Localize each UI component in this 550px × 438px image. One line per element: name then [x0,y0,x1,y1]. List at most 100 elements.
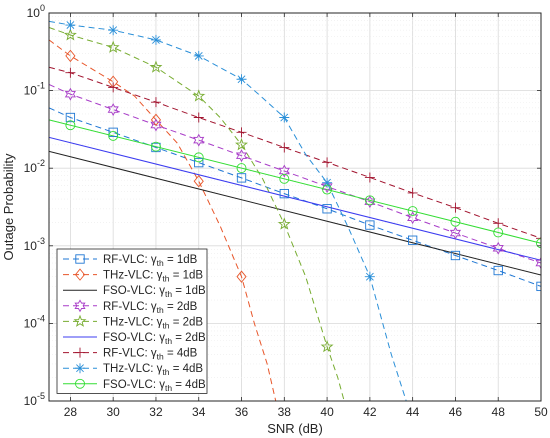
series-line-1 [49,107,541,287]
series-9-marker [493,227,504,238]
y-axis-label: Outage Probability [1,153,16,260]
x-tick-label: 30 [106,405,120,419]
series-7-marker [407,187,418,198]
series-9-marker [108,130,119,141]
legend-label-3: FSO-VLC: γth = 1dB [103,285,206,299]
y-tick-label: 10-5 [24,391,45,408]
series-1-marker [322,204,332,214]
x-tick-label: 50 [534,405,548,419]
legend-label-8: THz-VLC: γth = 4dB [103,363,203,377]
series-2-marker [236,270,247,283]
series-line-3 [49,150,541,276]
legend-marker-4 [74,299,86,313]
series-9-marker [407,206,418,216]
series-4-marker [407,211,419,225]
legend-label-7: RF-VLC: γth = 4dB [103,348,198,362]
series-5-marker [149,60,163,73]
series-8-marker [193,50,204,61]
series-4-marker [150,118,162,132]
series-4-marker [107,103,119,116]
plot-frame [48,12,542,402]
series-7-marker [450,202,461,213]
series-5-marker [63,28,77,41]
series-1-marker [408,235,418,245]
y-tick-label: 10-2 [24,158,45,175]
series-8-marker [65,20,76,31]
legend-marker-7 [75,347,85,358]
series-7-marker [236,127,247,138]
series-9-marker [193,152,204,163]
series-8-marker [108,25,119,36]
series-2-marker [65,49,76,63]
series-9-marker [236,163,247,174]
series-line-5 [49,27,345,401]
y-axis-ticks: 10-5 10-4 10-3 10-2 10-1 100 [24,3,541,408]
series-1-marker [65,112,76,123]
series-4-marker [64,87,76,101]
series-line-6 [49,136,541,261]
series-4-marker [235,149,248,163]
series-1-marker [450,250,461,261]
series-9-marker [450,216,461,227]
series-9-marker [151,141,161,152]
legend-marker-9 [75,378,85,389]
series-4-marker [321,180,333,193]
series-4-marker [193,133,205,147]
x-tick-label: 48 [492,405,506,419]
series-7-marker [322,157,333,168]
x-tick-label: 46 [449,405,463,419]
series-7-marker [150,97,161,108]
y-tick-label: 100 [27,3,45,20]
x-tick-label: 44 [406,405,420,419]
series-7-marker [536,233,541,244]
series-8-marker [279,112,290,123]
series-1-marker [108,127,118,137]
series-8-marker [364,271,375,282]
series-5-marker [277,217,291,230]
series-4-marker [535,256,541,270]
series-1-marker [279,188,289,199]
legend-marker-2 [74,268,86,281]
legend-label-9: FSO-VLC: γth = 4dB [103,379,206,393]
series-7-marker [193,112,204,123]
series-1-marker [493,265,503,276]
series-9-marker [536,238,541,249]
series-line-4 [49,84,541,264]
series-9-marker [279,173,290,184]
series-markers [63,20,541,353]
x-axis-ticks: 28 30 32 34 36 38 40 42 44 46 48 50 [64,13,548,419]
series-7-marker [65,67,76,78]
series-1-marker [236,173,247,183]
y-tick-label: 10-1 [24,81,45,98]
series-7-marker [364,172,375,183]
series-line-9 [49,119,541,244]
x-tick-label: 40 [320,405,334,419]
y-tick-label: 10-3 [24,236,45,253]
series-2-marker [193,174,204,188]
x-tick-label: 28 [64,405,78,419]
x-tick-label: 32 [149,405,163,419]
x-axis-label: SNR (dB) [267,421,323,436]
series-8-marker [236,74,247,85]
legend-label-2: THz-VLC: γth = 1dB [103,270,203,284]
series-7-marker [279,142,290,153]
legend-label-4: RF-VLC: γth = 2dB [103,301,198,315]
series-9-marker [364,195,375,206]
legend-marker-1 [75,254,85,264]
series-8-marker [150,34,161,45]
series-line-8 [49,20,407,401]
series-8-marker [322,177,333,188]
legend-marker-8 [75,363,85,374]
series-5-marker [192,89,206,102]
series-2-marker [150,113,162,127]
series-9-marker [65,120,76,131]
legend-box [56,248,208,394]
series-1-marker [194,157,204,168]
series-5-marker [320,339,334,353]
series-4-marker [492,241,504,255]
legend-marker-5 [73,314,87,327]
x-tick-label: 38 [278,405,292,419]
legend-label-6: FSO-VLC: γth = 2dB [103,332,206,346]
